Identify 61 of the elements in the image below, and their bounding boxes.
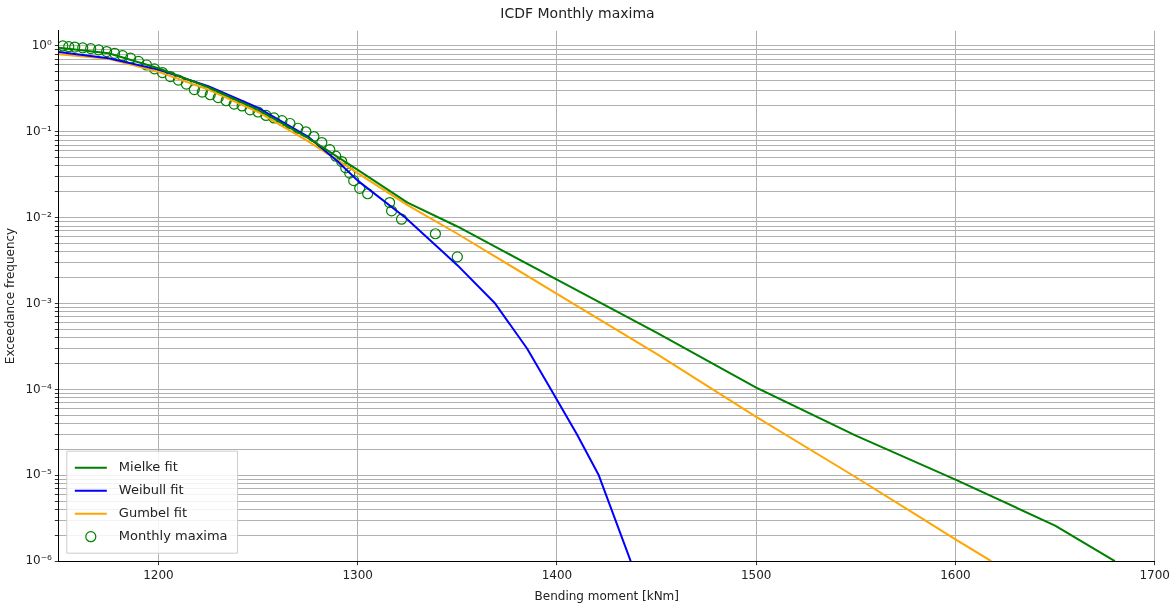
legend-label: Monthly maxima <box>118 528 228 544</box>
point <box>316 136 328 149</box>
x-tick-label: 1400 <box>541 567 573 582</box>
point <box>109 47 121 59</box>
point <box>180 78 192 90</box>
point <box>156 66 169 79</box>
x-tick-label: 1500 <box>740 567 772 582</box>
point <box>284 117 296 130</box>
point <box>212 92 224 104</box>
point <box>101 45 113 58</box>
point <box>252 106 264 118</box>
point <box>451 251 463 263</box>
point <box>308 130 320 143</box>
point <box>260 109 272 122</box>
y-tick-label: 10⁰ <box>31 38 52 53</box>
x-tick-label: 1200 <box>143 567 174 582</box>
legend-label: Weibull fit <box>118 482 184 498</box>
x-tick-label: 1600 <box>940 567 971 582</box>
point <box>93 44 105 56</box>
point <box>116 50 129 62</box>
point <box>77 42 89 54</box>
point <box>276 115 288 127</box>
point <box>292 122 304 134</box>
point <box>63 41 75 53</box>
y-tick-label: 10⁻¹ <box>25 123 52 138</box>
point <box>220 95 232 107</box>
legend-label: Gumbel fit <box>118 505 188 521</box>
point <box>188 84 200 96</box>
y-tick-label: 10⁻³ <box>25 295 52 310</box>
x-tick-label: 1300 <box>342 567 373 582</box>
point <box>58 40 69 52</box>
point <box>362 188 374 200</box>
chart-title: ICDF Monthly maxima <box>500 5 655 22</box>
point <box>300 126 312 138</box>
point <box>348 175 360 187</box>
legend-label: Mielke fit <box>118 459 178 475</box>
y-tick-label: 10⁻⁴ <box>25 381 52 396</box>
point <box>395 213 408 225</box>
point <box>383 196 396 209</box>
point <box>344 167 356 179</box>
point <box>429 228 442 240</box>
point <box>354 182 366 194</box>
y-tick-label: 10⁻⁶ <box>25 553 52 568</box>
point <box>85 43 97 55</box>
point <box>330 150 342 162</box>
point <box>340 162 352 174</box>
point <box>172 74 184 86</box>
y-tick-label: 10⁻² <box>25 209 52 224</box>
point <box>124 52 137 64</box>
x-tick-label: 1700 <box>1139 567 1170 582</box>
point <box>148 63 161 75</box>
point <box>204 89 216 101</box>
y-axis-title: Exceedance frequency <box>3 227 18 365</box>
point <box>69 41 81 53</box>
x-axis-title: Bending moment [kNm] <box>534 588 679 603</box>
point <box>385 205 398 217</box>
point <box>228 98 240 110</box>
point <box>164 70 176 83</box>
y-tick-label: 10⁻⁵ <box>25 467 52 482</box>
point <box>268 112 280 124</box>
point <box>140 59 153 71</box>
